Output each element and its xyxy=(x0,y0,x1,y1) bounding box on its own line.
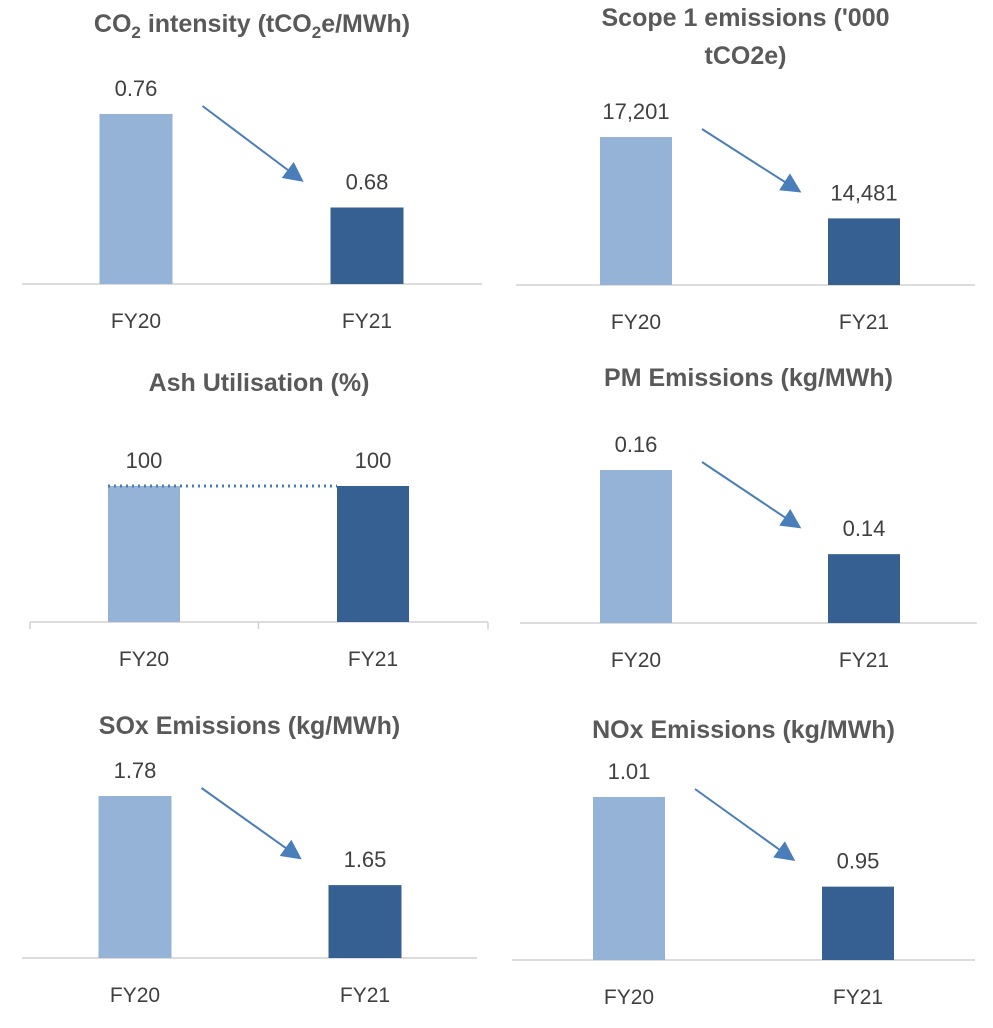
data-label: 14,481 xyxy=(830,180,897,205)
data-label: 17,201 xyxy=(602,99,669,124)
x-tick-label: FY20 xyxy=(111,310,161,333)
bar-fy20 xyxy=(108,486,180,622)
chart-title: NOx Emissions (kg/MWh) xyxy=(592,716,895,744)
chart-title: PM Emissions (kg/MWh) xyxy=(604,364,893,392)
bar-fy21 xyxy=(822,886,894,960)
x-tick-label: FY21 xyxy=(342,310,392,333)
data-label: 1.01 xyxy=(608,759,651,784)
bar-fy21 xyxy=(328,885,402,958)
bar-fy21 xyxy=(828,218,900,285)
x-tick-label: FY20 xyxy=(604,986,654,1009)
x-tick-label: FY20 xyxy=(611,311,661,334)
chart-2: Scope 1 emissions ('000 tCO2e) 17,201 FY20 1… xyxy=(516,4,975,334)
x-tick-label: FY21 xyxy=(839,311,889,334)
x-tick-label: FY21 xyxy=(348,648,398,671)
data-label: 0.95 xyxy=(837,849,880,874)
trend-arrow xyxy=(201,105,304,182)
bar-fy20 xyxy=(600,137,672,285)
bar-fy20 xyxy=(98,796,172,958)
chart-title: Scope 1 emissions ('000 xyxy=(601,4,889,32)
bar-fy20 xyxy=(593,797,665,960)
data-label: 0.76 xyxy=(115,76,158,101)
chart-3: Ash Utilisation (%) 100 FY20 100 FY21 xyxy=(29,369,489,671)
bar-fy21 xyxy=(337,486,409,622)
x-tick-label: FY20 xyxy=(611,649,661,672)
trend-arrow xyxy=(200,787,302,860)
data-label: 1.65 xyxy=(344,847,387,872)
x-tick-label: FY20 xyxy=(110,984,160,1007)
bar-fy20 xyxy=(99,114,173,284)
data-label: 0.16 xyxy=(615,432,658,457)
chart-title: tCO2e) xyxy=(705,42,787,70)
chart-4: PM Emissions (kg/MWh) 0.16 FY20 0.14 FY21 xyxy=(520,364,977,672)
trend-arrow xyxy=(701,461,802,529)
chart-5: SOx Emissions (kg/MWh) 1.78 FY20 1.65 FY21 xyxy=(22,712,477,1007)
trend-arrow xyxy=(694,788,796,861)
data-label: 100 xyxy=(355,448,392,473)
chart-title: SOx Emissions (kg/MWh) xyxy=(99,712,400,740)
bar-fy20 xyxy=(600,470,672,623)
x-tick-label: FY21 xyxy=(839,649,889,672)
data-label: 0.68 xyxy=(346,170,389,195)
bar-fy21 xyxy=(828,554,900,623)
chart-title: Ash Utilisation (%) xyxy=(149,369,370,397)
chart-title: CO2 intensity (tCO2e/MWh) xyxy=(94,10,410,42)
trend-arrow xyxy=(701,128,802,193)
chart-1: CO2 intensity (tCO2e/MWh) 0.76 FY20 0.68 FY2… xyxy=(22,10,482,333)
x-tick-label: FY20 xyxy=(119,648,169,671)
data-label: 1.78 xyxy=(114,758,157,783)
x-tick-label: FY21 xyxy=(833,986,883,1009)
x-tick-label: FY21 xyxy=(340,984,390,1007)
data-label: 100 xyxy=(126,448,163,473)
chart-6: NOx Emissions (kg/MWh) 1.01 FY20 0.95 FY21 xyxy=(512,716,975,1009)
bar-fy21 xyxy=(330,207,404,284)
data-label: 0.14 xyxy=(843,516,886,541)
